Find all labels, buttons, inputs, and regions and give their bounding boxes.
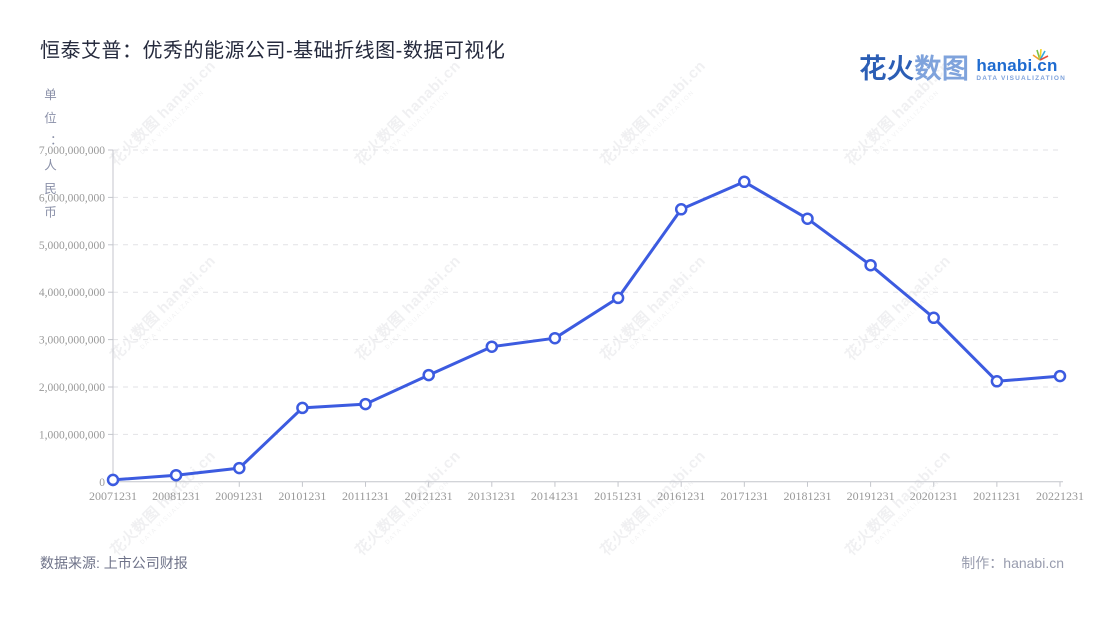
y-tick-label: 2,000,000,000	[39, 382, 105, 394]
x-tick-label: 20221231	[1036, 489, 1084, 503]
y-tick-label: 5,000,000,000	[39, 240, 105, 252]
logo-tagline: DATA VISUALIZATION	[976, 75, 1066, 83]
y-tick-label: 1,000,000,000	[39, 429, 105, 441]
data-point[interactable]	[864, 258, 877, 272]
logo-zh: 花火数图	[859, 56, 969, 83]
data-point[interactable]	[738, 175, 751, 189]
y-tick-label: 3,000,000,000	[39, 335, 105, 347]
data-point[interactable]	[359, 397, 372, 411]
x-tick-label: 20111231	[342, 489, 389, 503]
x-tick-label: 20131231	[468, 489, 516, 503]
x-tick-label: 20181231	[783, 489, 831, 503]
x-tick-label: 20191231	[847, 489, 895, 503]
x-tick-label: 20091231	[215, 489, 263, 503]
logo-latin-text: hanabi.cn	[976, 55, 1058, 75]
y-axis-unit-label: 单位：人民币	[42, 88, 56, 229]
spark-icon	[1030, 48, 1050, 66]
x-tick-label: 20121231	[405, 489, 453, 503]
logo-zh-light: 数图	[914, 54, 970, 84]
x-tick-label: 20151231	[594, 489, 642, 503]
x-tick-label: 20101231	[278, 489, 326, 503]
data-point[interactable]	[611, 291, 625, 305]
footer: 数据来源: 上市公司财报 制作：hanabi.cn	[40, 553, 1064, 573]
data-point[interactable]	[233, 461, 246, 475]
data-point[interactable]	[801, 212, 814, 225]
data-point[interactable]	[422, 368, 435, 382]
logo-latin-block: hanabi.cn DATA VISUALIZATION	[976, 48, 1066, 83]
data-point[interactable]	[927, 311, 940, 325]
x-tick-label: 20071231	[89, 489, 137, 503]
hanabi-logo: 花火数图 hanabi.cn DATA VISUALIZATION	[859, 48, 1066, 83]
series-line	[111, 180, 1062, 482]
x-tick-label: 20081231	[152, 489, 200, 503]
data-source-label: 数据来源: 上市公司财报	[40, 555, 188, 571]
data-point[interactable]	[485, 340, 499, 353]
x-tick-label: 20171231	[720, 489, 768, 503]
data-point[interactable]	[990, 375, 1004, 388]
logo-zh-bold: 花火	[859, 54, 915, 84]
data-point[interactable]	[106, 473, 120, 487]
y-tick-label: 0	[99, 477, 105, 489]
x-tick-label: 20141231	[531, 489, 579, 503]
credit-label: 制作：hanabi.cn	[961, 555, 1064, 571]
x-tick-label: 20201231	[910, 489, 958, 503]
x-tick-label: 20161231	[657, 489, 705, 503]
page-title: 恒泰艾普：优秀的能源公司-基础折线图-数据可视化	[40, 40, 506, 62]
y-tick-label: 6,000,000,000	[39, 192, 105, 204]
data-point[interactable]	[296, 401, 309, 415]
data-point[interactable]	[548, 331, 562, 345]
y-tick-label: 4,000,000,000	[39, 287, 105, 299]
data-point[interactable]	[169, 468, 183, 482]
y-tick-label: 7,000,000,000	[39, 145, 105, 157]
data-point[interactable]	[1053, 369, 1067, 383]
x-tick-label: 20211231	[973, 489, 1021, 503]
data-point[interactable]	[674, 203, 688, 216]
